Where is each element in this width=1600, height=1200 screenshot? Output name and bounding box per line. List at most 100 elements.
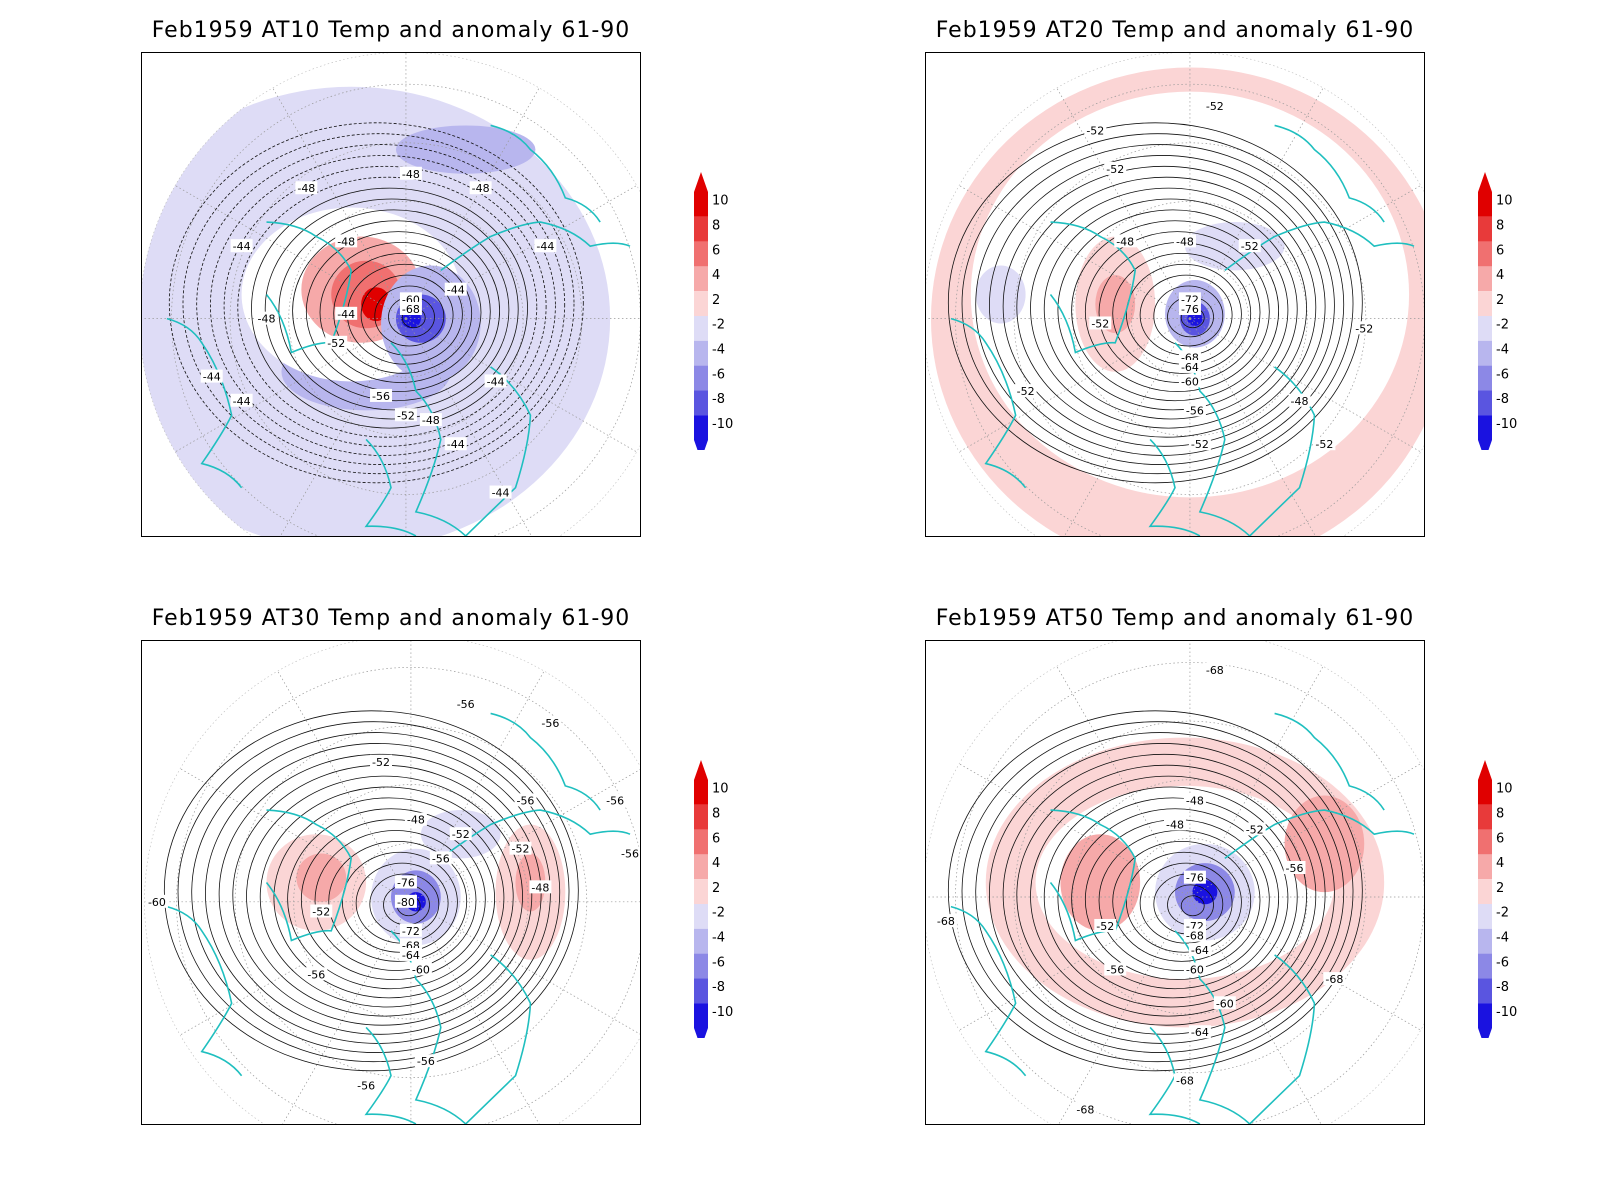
meridian-line — [959, 763, 1191, 898]
contour-label-text: -56 — [541, 717, 559, 730]
contour-label-text: -52 — [1355, 322, 1373, 335]
contour-label-bg — [335, 306, 358, 320]
contour-label: -56 — [619, 846, 640, 861]
contour-label-bg — [1084, 123, 1107, 137]
contour-label-bg — [1188, 437, 1211, 451]
colorbar-segment — [1478, 415, 1492, 440]
contour-label: -52 — [1353, 321, 1376, 335]
anomaly-colorbar: 10 8 6 4 2 -2 -4 -6 -8 -10 — [688, 170, 748, 450]
contour-label: -52 — [1313, 437, 1336, 451]
meridian-line — [405, 318, 637, 453]
contour-label: -48 — [529, 880, 552, 894]
contour-label-text: -76 — [1186, 872, 1204, 885]
colorbar-label: 6 — [712, 243, 720, 258]
contour-label-text: -52 — [1241, 240, 1259, 253]
contour-label-bg — [1183, 793, 1206, 807]
contour-label-text: -48 — [297, 182, 315, 195]
meridian-line — [175, 318, 407, 453]
contour-label-bg — [1074, 1102, 1097, 1116]
contour-label: -60 — [1178, 374, 1201, 388]
colorbar-segment — [694, 804, 708, 830]
coastline — [950, 317, 1027, 489]
colorbar-label: -2 — [1496, 318, 1509, 333]
contour-label: -52 — [509, 841, 532, 856]
meridian-line — [1056, 666, 1191, 898]
contour-label: -44 — [534, 239, 557, 253]
temperature-contour — [168, 122, 584, 484]
coastline — [390, 342, 532, 536]
polar-map: -68 -48 -48 -52 -56 -76 -72 -68 -64 -60 -60 -64 -52-… — [925, 640, 1425, 1125]
colorbar-label: -8 — [712, 980, 725, 995]
temperature-contour — [223, 165, 547, 447]
colorbar-segment — [694, 316, 708, 341]
contour-label-text: -60 — [1216, 997, 1234, 1010]
colorbar-label: -8 — [1496, 392, 1509, 407]
contour-label-text: -44 — [536, 240, 554, 253]
temperature-contour — [1071, 220, 1280, 402]
map-disk — [926, 641, 1424, 1124]
contour-label-bg — [1178, 374, 1201, 388]
colorbar-label: 4 — [1496, 268, 1504, 283]
contour-label-bg — [394, 894, 417, 908]
colorbar-label: 2 — [1496, 293, 1504, 308]
colorbar-segment — [1478, 854, 1492, 880]
contour-label-bg — [370, 388, 393, 402]
contour-label-bg — [325, 335, 348, 349]
map-edge — [144, 641, 640, 1124]
colorbar-label: -2 — [712, 906, 725, 921]
contour-label-text: -56 — [1186, 404, 1204, 417]
contour-label-bg — [1288, 393, 1311, 407]
map-disk — [926, 53, 1424, 536]
colorbar-label: -4 — [712, 342, 725, 357]
coastline — [166, 317, 243, 489]
colorbar-label: -10 — [1496, 417, 1517, 432]
temperature-contour — [278, 209, 510, 411]
coastline — [440, 221, 631, 271]
temperature-contour — [273, 797, 505, 999]
contour-label-bg — [454, 696, 477, 710]
contour-label-bg — [449, 827, 472, 841]
contour-label-bg — [355, 1078, 378, 1092]
meridian-line — [1189, 896, 1324, 1124]
temperature-contour — [1057, 209, 1289, 411]
coastline — [950, 905, 1027, 1077]
latitude-circle — [1130, 259, 1249, 378]
contour-label-bg — [484, 374, 507, 388]
colorbar-segment — [694, 390, 708, 416]
colorbar-label: 6 — [712, 831, 720, 846]
contour-label-bg — [335, 234, 358, 248]
contour-label-text: -56 — [1106, 963, 1124, 976]
colorbar-label: -10 — [712, 417, 733, 432]
colorbar-segment — [694, 365, 708, 391]
meridian-line — [959, 318, 1191, 453]
colorbar-segment — [1478, 365, 1492, 391]
contour-label: -48 — [1164, 817, 1186, 832]
colorbar-segment — [694, 291, 708, 316]
contour-label-text: -52 — [1246, 823, 1264, 836]
colorbar-label: -10 — [712, 1005, 733, 1020]
contour-label: -44 — [484, 374, 507, 388]
temperature-contour — [333, 252, 473, 374]
contour-label-bg — [230, 393, 253, 407]
temperature-contour — [947, 122, 1363, 484]
contour-label-text: -56 — [372, 390, 390, 403]
colorbar-arrow-top — [1478, 760, 1492, 780]
contour-label-text: -60 — [148, 896, 166, 909]
contour-label-bg — [1104, 962, 1127, 976]
contour-label-bg — [370, 754, 393, 768]
coastline — [364, 1026, 417, 1124]
contour-label-bg — [444, 437, 467, 451]
contour-label-text: -68 — [1076, 1104, 1094, 1117]
colorbar-segment — [694, 928, 708, 954]
contour-label: -52 — [325, 335, 348, 350]
contour-label: -56 — [414, 1054, 437, 1068]
contour-label: -64 — [1178, 359, 1201, 374]
colorbar-label: 8 — [1496, 806, 1504, 821]
contour-label: -48 — [295, 181, 318, 195]
contour-label-text: -60 — [1181, 375, 1199, 388]
colorbar-label: 10 — [1496, 782, 1513, 797]
colorbar-arrow-top — [694, 760, 708, 780]
contour-label-bg — [1014, 384, 1037, 398]
contour-label: -60 — [145, 894, 168, 909]
contour-label-bg — [469, 181, 492, 195]
